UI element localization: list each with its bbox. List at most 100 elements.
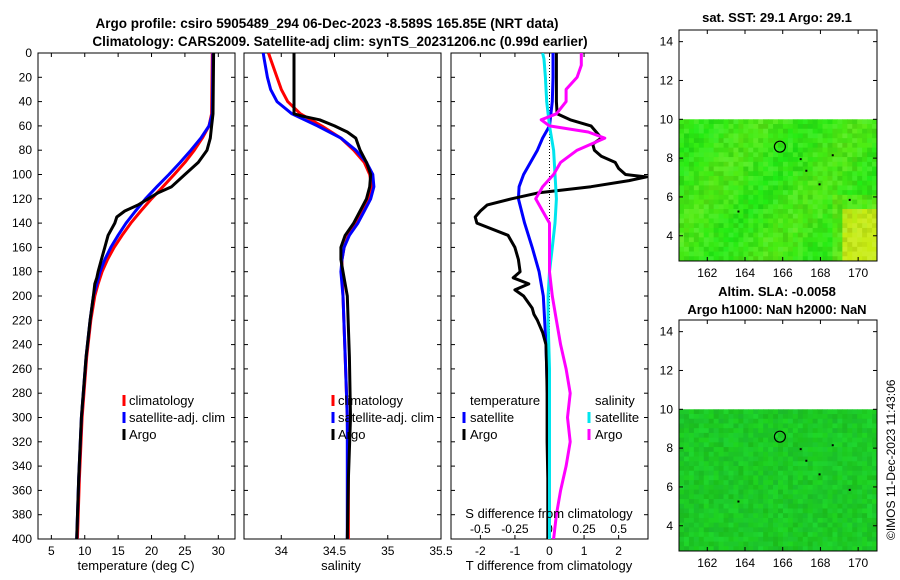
map-cell <box>679 223 685 229</box>
map-cell <box>728 218 734 224</box>
map-cell <box>807 494 814 500</box>
map-cell <box>837 218 843 224</box>
map-cell <box>773 161 779 167</box>
map-cell <box>862 437 868 443</box>
map-cell <box>787 536 794 542</box>
map-cell <box>693 465 700 472</box>
map-cell <box>847 513 853 519</box>
map-cell <box>837 133 843 139</box>
map-cell <box>713 124 719 130</box>
map-cell <box>817 209 823 215</box>
map-cell <box>837 199 843 205</box>
map-cell <box>872 499 878 505</box>
map-cell <box>758 147 764 153</box>
map-cell <box>688 185 695 191</box>
map-cell <box>782 246 789 252</box>
map-cell <box>872 465 878 472</box>
map-cell <box>748 527 754 533</box>
map-cell <box>683 175 690 182</box>
map-cell <box>817 185 823 191</box>
map-cell <box>723 161 729 167</box>
map-cell <box>872 536 878 542</box>
map-cell <box>847 470 853 476</box>
map-cell <box>748 227 754 234</box>
map-cell <box>832 541 838 547</box>
map-cell <box>802 218 809 224</box>
map-cell <box>758 475 764 481</box>
map-cell <box>837 499 843 505</box>
map-cell <box>842 475 848 481</box>
map-cell <box>862 451 868 457</box>
map-cell <box>852 256 858 262</box>
map-cell <box>728 418 734 424</box>
map-cell <box>748 157 754 163</box>
map-cell <box>782 152 789 158</box>
map-cell <box>872 223 878 229</box>
map-cell <box>768 494 774 500</box>
map-cell <box>782 204 789 210</box>
map-cell <box>733 517 739 524</box>
map-cell <box>713 447 719 453</box>
map-cell <box>718 499 724 505</box>
map-cell <box>782 161 789 167</box>
map-cell <box>679 124 685 130</box>
map-x-tick-label: 166 <box>773 266 793 280</box>
map-cell <box>733 489 739 495</box>
map-cell <box>718 546 724 552</box>
map-cell <box>698 133 705 139</box>
map-cell <box>817 428 823 434</box>
map-cell <box>713 499 719 505</box>
map-cell <box>827 194 833 200</box>
map-cell <box>683 494 690 500</box>
map-cell <box>679 199 685 205</box>
map-cell <box>842 204 848 210</box>
map-cell <box>797 456 804 462</box>
map-cell <box>743 147 749 153</box>
map-cell <box>817 147 823 153</box>
map-cell <box>832 251 838 257</box>
map-cell <box>738 251 744 257</box>
map-cell <box>817 494 823 500</box>
map-cell <box>822 409 828 415</box>
map-cell <box>822 119 828 125</box>
map-cell <box>847 138 853 144</box>
map-cell <box>787 447 794 453</box>
map-cell <box>842 142 848 149</box>
map-cell <box>718 494 724 500</box>
map-cell <box>713 128 719 134</box>
map-cell <box>778 124 784 130</box>
map-cell <box>782 409 789 415</box>
map-cell <box>683 242 690 248</box>
map-cell <box>748 456 754 462</box>
y-tick-label: 360 <box>12 483 32 497</box>
map-cell <box>778 246 784 252</box>
map-cell <box>802 517 809 524</box>
map-cell <box>693 513 700 519</box>
map-cell <box>792 484 799 490</box>
map-cell <box>802 142 809 149</box>
map-cell <box>688 218 695 224</box>
map-cell <box>787 256 794 262</box>
map-cell <box>718 166 724 172</box>
map-cell <box>827 513 833 519</box>
map-cell <box>842 124 848 130</box>
map-cell <box>708 465 715 472</box>
map-cell <box>842 428 848 434</box>
map-cell <box>683 447 690 453</box>
map-cell <box>713 418 719 424</box>
map-cell <box>688 175 695 182</box>
map-cell <box>679 447 685 453</box>
map-cell <box>792 133 799 139</box>
map-cell <box>728 437 734 443</box>
map-cell <box>733 246 739 252</box>
map-cell <box>753 175 759 182</box>
map-cell <box>842 161 848 167</box>
map-cell <box>817 522 823 528</box>
map-cell <box>748 223 754 229</box>
map-cell <box>787 503 794 509</box>
map-cell <box>743 451 749 457</box>
map-cell <box>867 242 873 248</box>
map-cell <box>693 237 700 243</box>
map-cell <box>867 503 873 509</box>
map-cell <box>683 499 690 505</box>
